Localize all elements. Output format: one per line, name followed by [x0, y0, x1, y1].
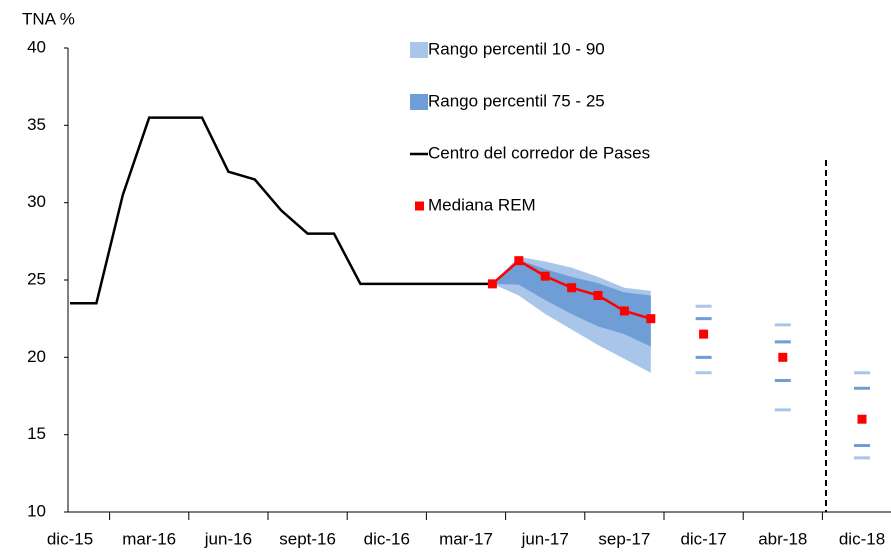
data-point [857, 414, 867, 424]
x-tick-label: sep-17 [598, 529, 650, 548]
data-point [619, 306, 629, 316]
y-axis-label: TNA % [22, 9, 75, 28]
x-tick-label: dic-18 [839, 529, 885, 548]
legend-swatch [410, 94, 428, 110]
x-tick-label: sept-16 [279, 529, 336, 548]
y-tick-label: 30 [27, 192, 46, 211]
legend-label: Mediana REM [428, 195, 536, 214]
legend-label: Rango percentil 10 - 90 [428, 39, 605, 58]
legend-label: Rango percentil 75 - 25 [428, 91, 605, 110]
y-tick-label: 35 [27, 115, 46, 134]
legend-label: Centro del corredor de Pases [428, 143, 650, 162]
legend-swatch [410, 42, 428, 58]
data-point [487, 279, 497, 289]
plot [70, 116, 870, 460]
x-tick-label: mar-17 [439, 529, 493, 548]
x-tick-label: dic-15 [47, 529, 93, 548]
x-tick-label: abr-18 [758, 529, 807, 548]
y-tick-label: 20 [27, 347, 46, 366]
x-tick-label: mar-16 [122, 529, 176, 548]
y-tick-label: 25 [27, 269, 46, 288]
data-point [514, 256, 524, 266]
data-point [646, 314, 656, 324]
legend: Rango percentil 10 - 90 Rango percentil 7… [410, 39, 650, 214]
data-point [567, 283, 577, 293]
x-tick-label: jun-16 [204, 529, 252, 548]
x-tick-label: dic-16 [364, 529, 410, 548]
y-tick-label: 15 [27, 424, 46, 443]
x-tick-label: jun-17 [521, 529, 569, 548]
legend-swatch [415, 201, 424, 211]
data-point [699, 329, 709, 339]
x-tick-label: dic-17 [680, 529, 726, 548]
data-point [778, 352, 788, 362]
y-tick-label: 10 [27, 501, 46, 520]
data-point [540, 271, 550, 281]
data-point [593, 290, 603, 300]
y-tick-label: 40 [27, 37, 46, 56]
percentile-band [492, 259, 651, 347]
series-line [70, 116, 493, 305]
